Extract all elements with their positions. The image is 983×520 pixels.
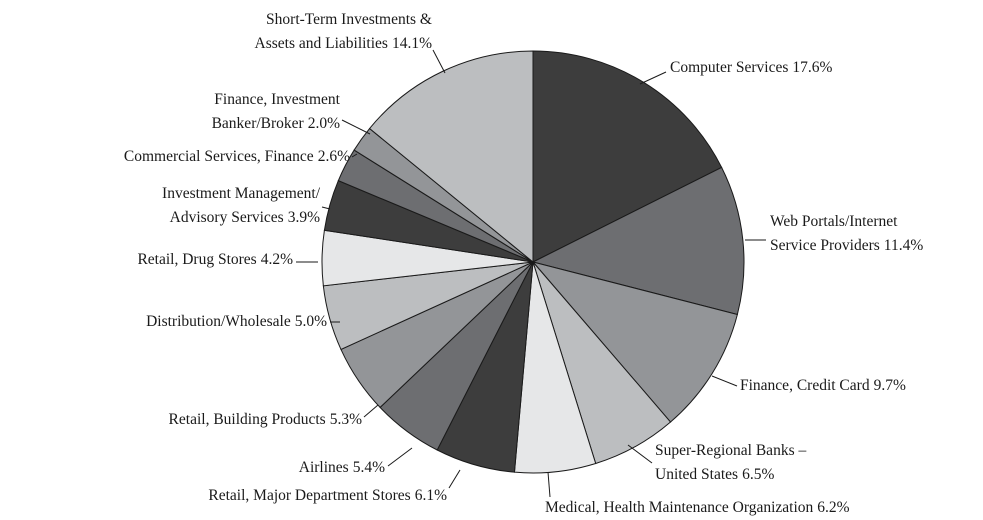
label-line: Finance, Credit Card [740,377,870,394]
value-label: 4.2% [261,251,293,268]
leader-line [321,206,331,210]
slice-label: Finance, Investment Banker/Broker 2.0% [212,91,341,132]
slice-label: Airlines 5.4% [299,459,385,476]
value-label: 11.4% [884,237,924,254]
label-line: Retail, Major Department Stores [208,487,410,504]
label-line: Web Portals/Internet [770,213,898,230]
label-line: Airlines [299,459,349,476]
label-line: Assets and Liabilities [255,35,388,52]
pie-slice [531,261,738,423]
slice-label: Commercial Services, Finance 2.6% [124,148,350,165]
label-line: Commercial Services, Finance [124,148,314,165]
leader-line [363,404,379,418]
value-label: 3.9% [288,209,320,226]
pie-slice [531,166,745,316]
label-line: Retail, Building Products [169,411,326,428]
leader-line [547,471,551,498]
leader-line [387,447,413,467]
label-line: Service Providers [770,237,880,254]
label-line: Distribution/Wholesale [146,313,291,330]
value-label: 5.3% [330,411,362,428]
slice-label: Retail, Major Department Stores 6.1% [208,487,447,504]
leader-line [711,375,738,387]
label-line: Short-Term Investments & [266,11,432,28]
label-line: Super-Regional Banks – [655,442,806,459]
leader-line [341,119,371,135]
leader-line [351,153,358,158]
pie-slice [368,50,534,264]
value-label: 2.0% [308,115,340,132]
slice-label: Retail, Building Products 5.3% [169,411,363,428]
value-label: 5.4% [353,459,385,476]
slice-label: Short-Term Investments & Assets and Liabi… [255,11,433,52]
label-line: Advisory Services [170,209,284,226]
slice-label: Web Portals/Internet Service Providers 11.… [770,213,923,254]
slice-label: Finance, Credit Card 9.7% [740,377,906,394]
value-label: 2.6% [318,148,350,165]
label-line: Banker/Broker [212,115,305,132]
slice-label: Medical, Health Maintenance Organization… [545,499,850,516]
leader-line [432,49,446,74]
value-label: 14.1% [392,35,432,52]
value-label: 5.0% [295,313,327,330]
value-label: 17.6% [792,59,832,76]
leader-line [448,469,461,489]
slice-label: Computer Services 17.6% [670,59,833,76]
label-line: Medical, Health Maintenance Organization [545,499,814,516]
slice-label: Retail, Drug Stores 4.2% [137,251,293,268]
label-line: United States [655,466,738,483]
label-line: Computer Services [670,59,788,76]
value-label: 9.7% [874,377,906,394]
label-line: Retail, Drug Stores [137,251,256,268]
leader-line [627,444,653,464]
slice-label: Super-Regional Banks – United States 6.5% [655,442,806,483]
leader-line [639,71,667,85]
value-label: 6.1% [415,487,447,504]
slice-label: Investment Management/Advisory Services 3… [162,185,321,226]
label-line: Finance, Investment [214,91,340,108]
value-label: 6.5% [742,466,774,483]
label-line: Investment Management/ [162,185,321,202]
slice-label: Distribution/Wholesale 5.0% [146,313,327,330]
value-label: 6.2% [817,499,849,516]
